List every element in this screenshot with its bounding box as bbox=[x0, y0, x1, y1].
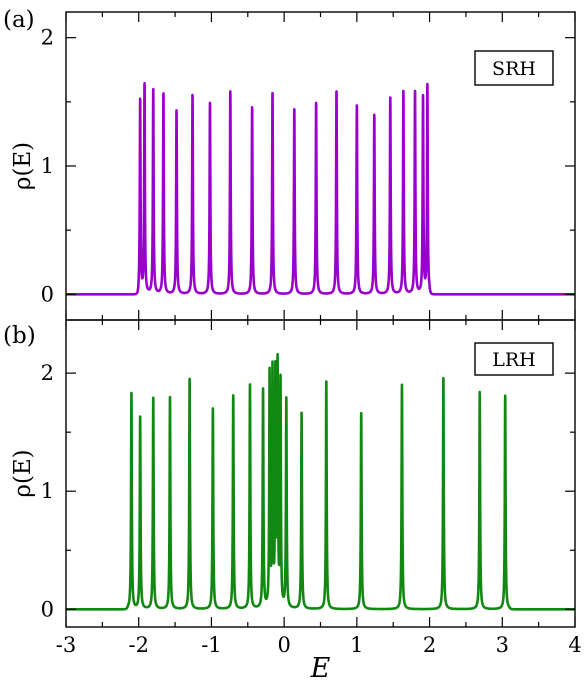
x-tick-label: 0 bbox=[277, 633, 290, 657]
x-tick-label: -1 bbox=[201, 633, 221, 657]
panel-tag: (a) bbox=[3, 7, 35, 33]
x-tick-label: -3 bbox=[56, 633, 76, 657]
legend-label: SRH bbox=[492, 58, 536, 80]
x-tick-label: -2 bbox=[128, 633, 148, 657]
x-tick-label: 4 bbox=[568, 633, 581, 657]
legend-label: LRH bbox=[492, 349, 536, 371]
legend-box bbox=[474, 50, 554, 86]
y-tick-label: 0 bbox=[41, 597, 54, 621]
y-tick-label: 1 bbox=[41, 154, 54, 178]
panel-a: 0 1 2 ρ(E) (a) SRH bbox=[3, 7, 577, 321]
series-line-srh bbox=[64, 81, 577, 296]
series-line-lrh bbox=[64, 352, 577, 611]
x-tick-label: 2 bbox=[423, 633, 436, 657]
y-tick-label: 2 bbox=[41, 26, 54, 50]
x-tick-label: 3 bbox=[496, 633, 509, 657]
panel-b: 0 1 2 -3 -2 -1 0 1 2 3 4 ρ(E) E (b) LRH bbox=[3, 319, 582, 681]
y-tick-label: 1 bbox=[41, 479, 54, 503]
legend-box bbox=[474, 342, 554, 376]
panel-tag: (b) bbox=[3, 323, 36, 349]
x-axis-label: E bbox=[310, 653, 331, 681]
x-tick-label: 1 bbox=[350, 633, 363, 657]
y-axis-label: ρ(E) bbox=[10, 449, 36, 497]
y-tick-label: 0 bbox=[41, 282, 54, 306]
y-tick-label: 2 bbox=[41, 361, 54, 385]
y-axis-label: ρ(E) bbox=[10, 142, 36, 190]
